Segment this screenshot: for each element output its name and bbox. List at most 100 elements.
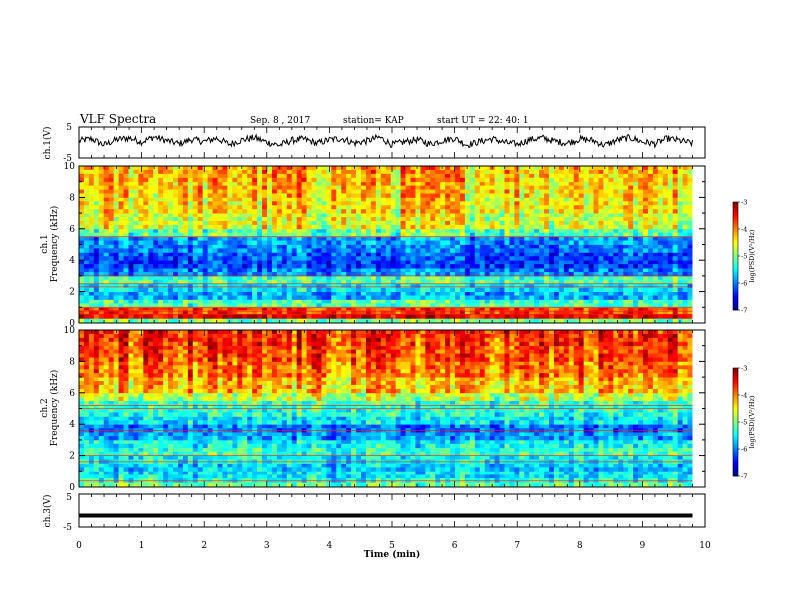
spectrogram-cell <box>647 166 654 171</box>
spectrogram-cell <box>395 201 401 206</box>
spectrogram-cell <box>638 310 644 314</box>
spectrogram-cell <box>306 177 312 183</box>
spectrogram-cell <box>647 260 654 265</box>
spectrogram-cell <box>395 248 401 253</box>
spectrogram-cell <box>400 201 406 206</box>
spectrogram-cell <box>143 185 149 190</box>
spectrogram-cell <box>361 244 367 249</box>
spectrogram-cell <box>153 240 159 245</box>
spectrogram-cell <box>123 240 129 245</box>
spectrogram-cell <box>128 256 134 261</box>
spectrogram-cell <box>158 228 164 234</box>
spectrogram-cell <box>573 295 580 300</box>
spectrogram-cell <box>420 173 426 179</box>
spectrogram-cell <box>494 224 500 230</box>
spectrogram-cell <box>647 271 654 277</box>
spectrogram-cell <box>687 236 693 241</box>
spectrogram-cell <box>247 279 253 285</box>
spectrogram-cell <box>346 264 352 269</box>
spectrogram-cell <box>549 252 555 257</box>
spectrogram-cell <box>450 220 456 226</box>
spectrogram-cell <box>573 268 580 273</box>
spectrogram-cell <box>623 279 629 285</box>
spectrogram-cell <box>623 236 629 241</box>
spectrogram-cell <box>168 220 174 226</box>
spectrogram-cell <box>613 295 619 300</box>
spectrogram-cell <box>222 205 228 210</box>
spectrogram-cell <box>331 310 337 314</box>
spectrogram-cell <box>504 201 510 206</box>
spectrogram-cell <box>351 264 357 269</box>
spectrogram-cell <box>573 224 580 230</box>
spectrogram-cell <box>271 181 278 187</box>
spectrogram-cell <box>103 299 110 304</box>
spectrogram-cell <box>638 197 644 202</box>
spectrogram-cell <box>469 236 476 241</box>
spectrogram-cell <box>455 291 461 296</box>
spectrogram-cell <box>346 169 352 175</box>
spectrogram-cell <box>509 260 515 265</box>
spectrogram-cell <box>583 307 589 311</box>
spectrogram-cell <box>514 201 520 206</box>
spectrogram-cell <box>519 177 525 183</box>
spectrogram-cell <box>558 173 565 179</box>
spectrogram-cell <box>202 295 209 300</box>
spectrogram-cell <box>583 310 589 314</box>
spectrogram-cell <box>608 193 614 198</box>
spectrogram-cell <box>445 220 451 226</box>
spectrogram-cell <box>138 166 144 171</box>
spectrogram-cell <box>88 287 95 293</box>
spectrogram-cell <box>252 181 258 187</box>
spectrogram-cell <box>375 173 382 179</box>
spectrogram-cell <box>168 318 174 324</box>
spectrogram-cell <box>365 240 372 245</box>
spectrogram-cell <box>336 213 342 218</box>
spectrogram-cell <box>598 260 604 265</box>
spectrogram-cell <box>568 299 575 304</box>
spectrogram-cell <box>361 232 367 238</box>
spectrogram-cell <box>321 307 327 311</box>
spectrogram-cell <box>445 303 451 308</box>
spectrogram-cell <box>469 271 476 277</box>
spectrogram-cell <box>296 169 303 175</box>
spectrogram-cell <box>267 232 273 238</box>
spectrogram-cell <box>544 310 550 314</box>
spectrogram-cell <box>212 177 218 183</box>
spectrogram-cell <box>603 252 609 257</box>
spectrogram-cell <box>430 189 436 194</box>
spectrogram-cell <box>202 209 209 214</box>
spectrogram-cell <box>370 248 377 253</box>
spectrogram-cell <box>633 240 639 245</box>
spectrogram-cell <box>351 268 357 273</box>
spectrogram-cell <box>435 185 441 190</box>
spectrogram-cell <box>425 232 431 238</box>
spectrogram-cell <box>262 189 268 194</box>
spectrogram-cell <box>459 279 466 285</box>
spectrogram-cell <box>484 217 491 222</box>
spectrogram-cell <box>108 279 115 285</box>
spectrogram-cell <box>257 313 263 319</box>
spectrogram-cell <box>544 299 550 304</box>
spectrogram-cell <box>608 232 614 238</box>
spectrogram-cell <box>455 307 461 311</box>
spectrogram-cell <box>415 217 421 222</box>
spectrogram-cell <box>351 240 357 245</box>
spectrogram-cell <box>489 264 495 269</box>
spectrogram-cell <box>469 213 476 218</box>
spectrogram-cell <box>222 303 228 308</box>
spectrogram-cell <box>123 181 129 187</box>
spectrogram-cell <box>643 256 649 261</box>
spectrogram-cell <box>514 256 520 261</box>
spectrogram-cell <box>524 201 530 206</box>
spectrogram-cell <box>549 185 555 190</box>
spectrogram-cell <box>365 248 372 253</box>
spectrogram-cell <box>603 228 609 234</box>
spectrogram-cell <box>524 224 530 230</box>
spectrogram-cell <box>177 209 184 214</box>
spectrogram-cell <box>553 318 560 324</box>
spectrogram-cell <box>638 268 644 273</box>
spectrogram-cell <box>509 299 515 304</box>
spectrogram-cell <box>573 181 580 187</box>
spectrogram-cell <box>672 283 679 289</box>
spectrogram-cell <box>405 287 411 293</box>
